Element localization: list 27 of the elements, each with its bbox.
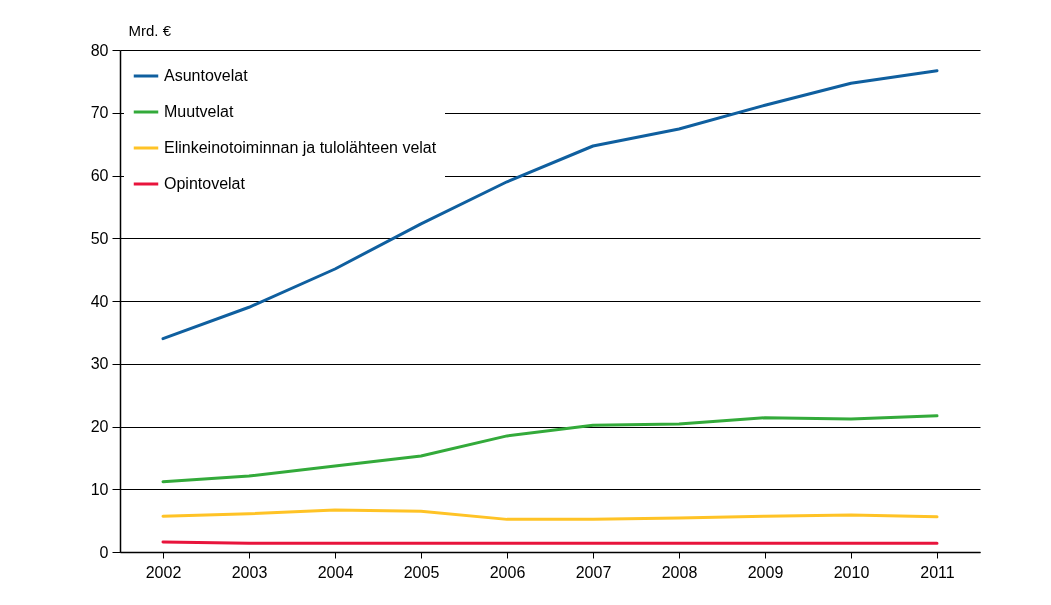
y-tick-label: 10 [90,480,109,498]
x-tick-label: 2007 [575,563,612,581]
x-tick-label: 2003 [231,563,268,581]
line-series [161,414,939,484]
y-tick-label: 20 [90,418,109,435]
legend-label: Muutvelat [164,103,234,120]
y-tick-label: 50 [90,229,109,247]
y-axis-title: Mrd. € [128,21,172,39]
x-tick-label: 2011 [920,563,955,581]
x-tick-label: 2004 [317,563,354,581]
x-tick-label: 2002 [145,563,182,581]
y-tick-label: 30 [90,355,109,373]
y-tick-label: 0 [99,543,109,561]
y-tick-label: 40 [90,292,109,310]
y-tick-label: 70 [90,104,109,122]
x-tick-label: 2005 [403,563,440,581]
y-tick-label: 60 [90,167,109,184]
x-tick-label: 2006 [489,563,526,581]
x-tick-label: 2009 [747,563,784,581]
legend-label: Elinkeinotoiminnan ja tulolähteen velat [164,139,437,156]
x-tick-label: 2008 [661,563,698,581]
legend-label: Opintovelat [164,175,246,192]
x-tick-label: 2010 [833,563,870,581]
line-series [161,508,939,521]
line-series [161,69,939,341]
legend-label: Asuntovelat [164,67,249,84]
y-tick-label: 80 [90,41,109,59]
